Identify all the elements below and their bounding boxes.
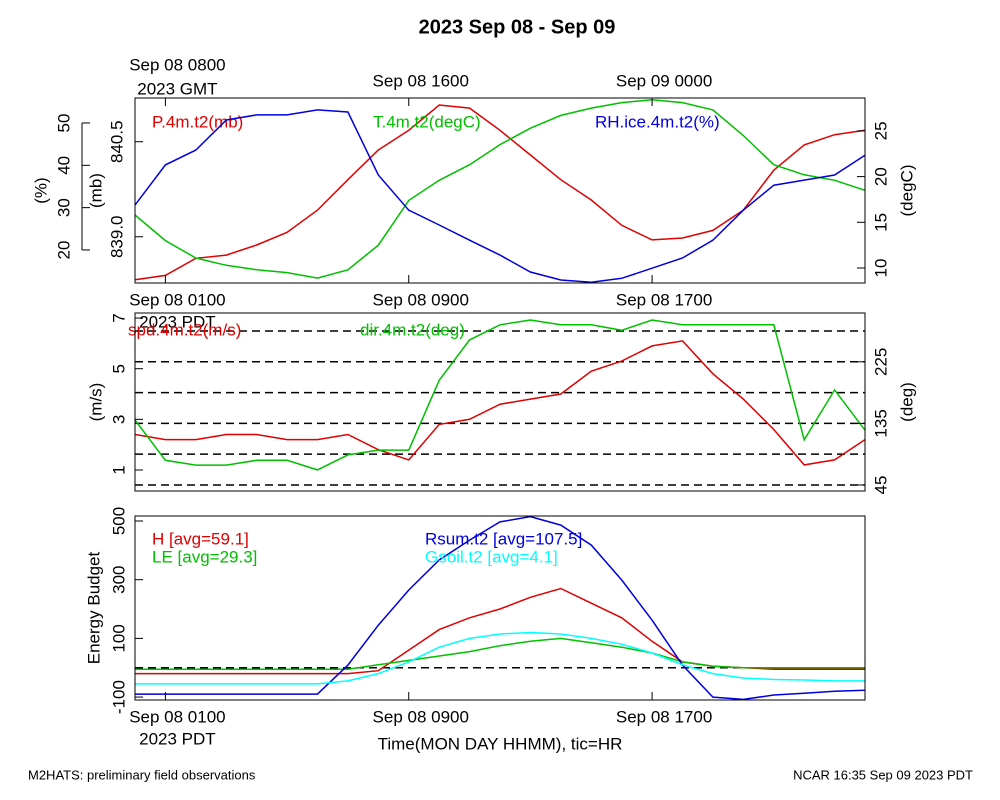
series-line	[135, 631, 865, 685]
x-tick-label: Sep 08 0900	[373, 707, 469, 726]
plot-frame	[134, 312, 866, 492]
y-tick-label: 30	[54, 198, 73, 217]
y-axis-title: (deg)	[897, 382, 916, 422]
y-tick-label: 20	[54, 241, 73, 260]
y-tick-label: 100	[109, 624, 128, 652]
x-tick-label: Sep 08 0100	[129, 707, 225, 726]
x-tick-sublabel: 2023 GMT	[137, 79, 217, 98]
y-tick-label: 45	[871, 476, 890, 495]
series-line	[135, 319, 865, 471]
plot-frame	[134, 515, 866, 701]
y-tick-label: 25	[871, 121, 890, 140]
y-tick-label: 40	[54, 156, 73, 175]
x-axis-title: Time(MON DAY HHMM), tic=HR	[378, 734, 623, 753]
x-tick-label: Sep 08 0800	[129, 55, 225, 74]
footer-left: M2HATS: preliminary field observations	[28, 767, 256, 782]
y-tick-label: 3	[109, 415, 128, 424]
legend-label: Gsoil.t2 [avg=4.1]	[425, 547, 558, 566]
footer-right: NCAR 16:35 Sep 09 2023 PDT	[793, 767, 973, 782]
y-axis-title: Energy Budget	[84, 551, 103, 664]
y-tick-label: 50	[54, 114, 73, 133]
y-tick-label: 20	[871, 167, 890, 186]
y-tick-label: 840.5	[107, 120, 126, 163]
legend-label: Rsum.t2 [avg=107.5]	[425, 529, 582, 548]
x-tick-label: Sep 08 0100	[129, 290, 225, 309]
y-tick-label: 1	[109, 465, 128, 474]
y-axis-title: (%)	[31, 177, 50, 203]
y-tick-label: 300	[109, 565, 128, 593]
x-tick-label: Sep 08 0900	[373, 290, 469, 309]
plot-frame	[134, 97, 866, 284]
legend-label: dir.4m.t2(deg)	[360, 320, 465, 339]
y-axis-title: (mb)	[86, 173, 105, 208]
x-tick-label: Sep 08 1700	[616, 707, 712, 726]
series-line	[135, 637, 865, 670]
x-tick-sublabel: 2023 PDT	[139, 312, 216, 331]
series-line	[135, 516, 865, 700]
x-tick-label: Sep 09 0000	[616, 71, 712, 90]
series-line	[135, 99, 865, 279]
y-tick-label: 7	[109, 313, 128, 322]
legend-label: T.4m.t2(degC)	[373, 112, 481, 131]
chart-title: 2023 Sep 08 - Sep 09	[419, 16, 616, 38]
legend-label: spd.4m.t2(m/s)	[128, 320, 241, 339]
legend-label: P.4m.t2(mb)	[152, 112, 243, 131]
series-line	[135, 109, 865, 283]
y-tick-label: 839.0	[107, 215, 126, 258]
y-axis-title: (degC)	[897, 165, 916, 217]
legend-label: RH.ice.4m.t2(%)	[595, 112, 720, 131]
y-tick-label: 225	[871, 348, 890, 376]
legend-label: H [avg=59.1]	[152, 529, 249, 548]
y-tick-label: 500	[109, 507, 128, 535]
series-line	[135, 340, 865, 466]
y-tick-label: 10	[871, 259, 890, 278]
y-tick-label: 5	[109, 364, 128, 373]
y-tick-label: -100	[109, 680, 128, 714]
y-axis-title: (m/s)	[86, 383, 105, 422]
y-tick-label: 15	[871, 213, 890, 232]
legend-label: LE [avg=29.3]	[152, 547, 257, 566]
x-tick-label: Sep 08 1600	[373, 71, 469, 90]
x-tick-label: Sep 08 1700	[616, 290, 712, 309]
x-tick-sublabel: 2023 PDT	[139, 729, 216, 748]
y-tick-label: 135	[871, 409, 890, 437]
